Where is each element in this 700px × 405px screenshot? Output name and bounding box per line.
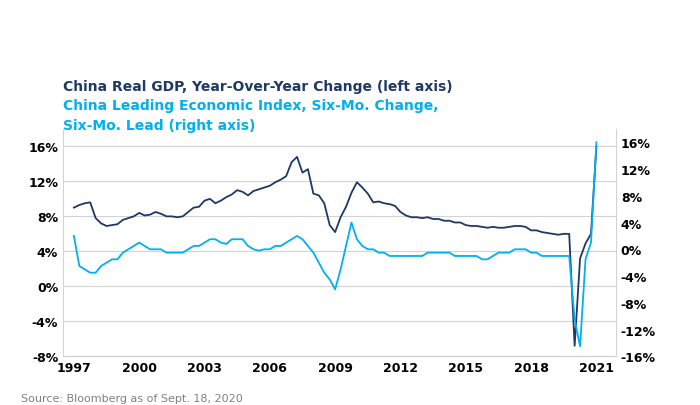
Text: Source: Bloomberg as of Sept. 18, 2020: Source: Bloomberg as of Sept. 18, 2020: [21, 393, 243, 403]
Text: China Leading Economic Index, Six-Mo. Change,: China Leading Economic Index, Six-Mo. Ch…: [63, 99, 438, 113]
Text: Six-Mo. Lead (right axis): Six-Mo. Lead (right axis): [63, 118, 256, 132]
Text: China Real GDP, Year-Over-Year Change (left axis): China Real GDP, Year-Over-Year Change (l…: [63, 80, 453, 94]
